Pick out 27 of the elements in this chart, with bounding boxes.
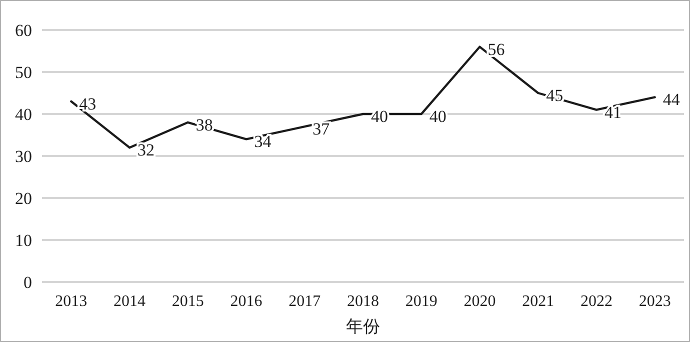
x-tick-label: 2022 bbox=[580, 293, 612, 310]
x-tick-label: 2014 bbox=[114, 293, 146, 310]
y-tick-label: 10 bbox=[15, 231, 32, 250]
x-tick-label: 2020 bbox=[464, 293, 496, 310]
x-tick-label: 2018 bbox=[347, 293, 379, 310]
data-label: 37 bbox=[312, 120, 330, 139]
data-label: 41 bbox=[604, 102, 622, 122]
data-label: 43 bbox=[79, 94, 96, 114]
x-tick-label: 2023 bbox=[638, 293, 671, 310]
y-tick-label: 30 bbox=[15, 147, 32, 166]
data-label: 32 bbox=[138, 140, 155, 160]
x-tick-label: 2017 bbox=[288, 293, 321, 310]
x-axis-title: 年份 bbox=[346, 317, 380, 336]
data-label: 56 bbox=[488, 40, 505, 59]
y-tick-label: 20 bbox=[15, 189, 32, 208]
x-tick-label: 2015 bbox=[172, 293, 204, 310]
y-tick-label: 0 bbox=[24, 273, 32, 292]
data-label: 40 bbox=[429, 107, 446, 126]
y-tick-label: 60 bbox=[15, 21, 32, 40]
data-label: 44 bbox=[662, 90, 680, 110]
x-tick-label: 2019 bbox=[405, 293, 438, 310]
data-label: 34 bbox=[254, 132, 272, 152]
x-tick-label: 2021 bbox=[522, 293, 554, 310]
x-tick-label: 2013 bbox=[55, 293, 88, 310]
y-tick-label: 40 bbox=[15, 105, 32, 124]
y-tick-label: 50 bbox=[15, 63, 32, 82]
x-tick-label: 2016 bbox=[230, 293, 262, 310]
